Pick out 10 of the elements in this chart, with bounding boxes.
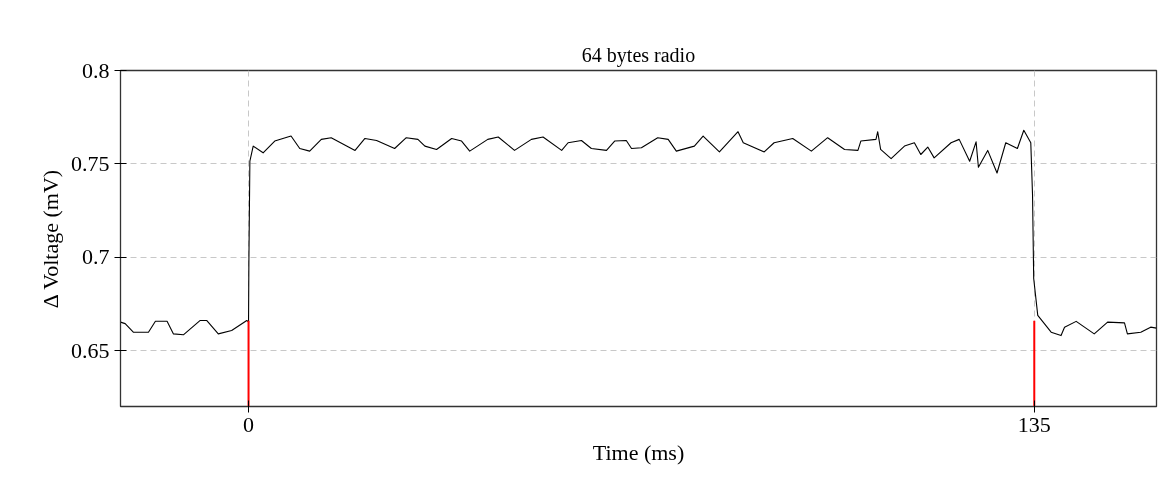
chart-title: 64 bytes radio [581,43,696,67]
y-axis-title: Δ Voltage (mV) [38,169,63,309]
x-tick-label: 0 [243,411,255,437]
y-tick-label: 0.7 [82,244,110,270]
y-tick-label: 0.65 [71,337,110,363]
line-series [120,129,1157,337]
y-tick-label: 0.75 [71,150,110,176]
y-tick-label: 0.8 [82,57,110,83]
x-tick-label: 135 [1017,411,1051,437]
x-axis-title: Time (ms) [592,439,685,465]
